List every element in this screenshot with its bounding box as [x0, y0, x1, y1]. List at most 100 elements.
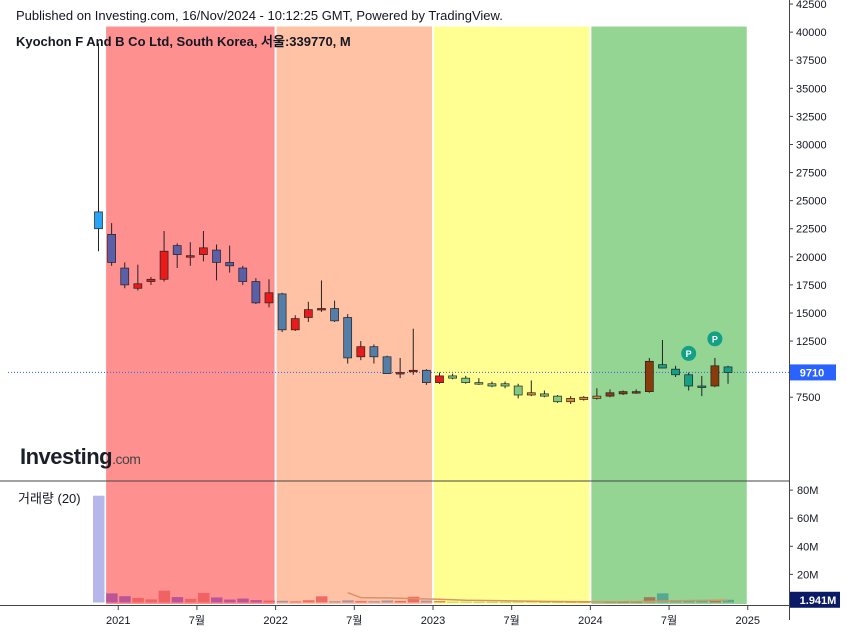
candle	[540, 390, 549, 398]
price-tick-label: 32500	[796, 111, 827, 123]
candle-body	[605, 392, 615, 397]
candle	[120, 262, 130, 289]
candle	[317, 280, 326, 312]
candle	[592, 388, 602, 400]
candle	[631, 389, 641, 394]
candle-body	[225, 262, 234, 267]
marker-circle	[707, 331, 723, 347]
volume-bar	[578, 602, 590, 604]
candle-body	[461, 377, 471, 383]
instrument-title: Kyochon F And B Co Ltd, South Korea, 서울:…	[16, 34, 351, 49]
price-tick-label: 22500	[796, 224, 827, 236]
candle-body	[513, 385, 523, 396]
last-price-badge	[790, 364, 836, 381]
candle-body	[133, 283, 143, 289]
candle-body	[120, 267, 130, 286]
candle	[238, 265, 248, 285]
candle-body	[487, 383, 497, 387]
candle	[185, 242, 195, 266]
price-tick-label: 30000	[796, 139, 827, 151]
marker-circle	[681, 345, 697, 361]
last-volume-badge-label: 1.941M	[800, 595, 837, 607]
marker-label: P	[712, 334, 718, 344]
candle-body	[723, 366, 733, 373]
candle	[697, 375, 707, 397]
volume-bar	[250, 600, 262, 603]
candle-body	[671, 368, 680, 376]
candle-body	[408, 369, 418, 373]
candle-body	[553, 395, 562, 403]
volume-bar	[158, 590, 171, 603]
volume-bar	[473, 601, 485, 603]
volume-tick-label: 80M	[797, 485, 818, 497]
candle-body	[566, 398, 575, 403]
candle	[723, 365, 733, 384]
candle-body	[107, 234, 116, 263]
candle-body	[474, 382, 484, 385]
logo-main: Investing	[20, 444, 113, 469]
candle-body	[185, 255, 195, 258]
volume-bar	[342, 600, 354, 603]
candle-body	[644, 360, 654, 392]
candle-body	[330, 308, 339, 322]
volume-bar	[683, 600, 695, 603]
volume-bar	[486, 601, 498, 603]
candle-body	[172, 245, 182, 255]
candle-body	[500, 383, 510, 387]
candle-body	[435, 375, 444, 383]
candle-body	[631, 391, 641, 394]
candle-body	[356, 346, 366, 358]
volume-bar	[276, 600, 289, 603]
candle	[487, 381, 497, 388]
candle	[330, 300, 339, 322]
candle	[408, 328, 418, 375]
candle	[435, 372, 444, 384]
candle-body	[592, 395, 602, 399]
candle-body	[212, 249, 221, 263]
volume-bar	[512, 601, 525, 603]
candle	[277, 292, 287, 333]
last-price-badge-label: 9710	[800, 367, 824, 379]
volume-bar	[145, 599, 157, 603]
candle	[448, 373, 457, 380]
candle	[290, 315, 300, 331]
candle	[146, 277, 156, 285]
candle	[618, 390, 628, 395]
volume-bar	[433, 601, 446, 603]
volume-bar	[709, 600, 721, 603]
candle	[172, 243, 182, 269]
volume-bars	[93, 495, 735, 604]
axes: 7500100001250015000175002000022500250002…	[106, 0, 840, 627]
volume-bar	[722, 599, 735, 603]
volume-bar	[381, 600, 394, 603]
candle	[671, 365, 680, 378]
volume-bar	[263, 600, 275, 603]
time-tick-label: 2021	[106, 615, 130, 627]
volume-bar	[315, 596, 328, 603]
marker-label: P	[686, 349, 692, 359]
volume-bar	[552, 601, 564, 603]
logo-suffix: .com	[112, 451, 141, 467]
candle-body	[251, 281, 261, 304]
price-tick-label: 40000	[796, 27, 827, 39]
candle	[251, 278, 261, 305]
event-marker: P	[681, 345, 697, 361]
candle	[500, 381, 510, 389]
time-tick-label: 7월	[661, 614, 677, 627]
candle	[710, 357, 720, 388]
volume-tick-label: 20M	[797, 569, 818, 581]
candle-body	[94, 211, 103, 230]
price-tick-label: 37500	[796, 55, 827, 67]
last-volume-badge	[790, 591, 840, 608]
candle	[107, 223, 116, 266]
candle	[474, 378, 484, 385]
volume-bar	[132, 597, 144, 603]
volume-bar	[355, 601, 367, 603]
volume-bar	[211, 597, 223, 603]
candle-body	[579, 396, 589, 400]
candle	[159, 230, 169, 282]
candle-body	[199, 247, 208, 255]
volume-bar	[643, 597, 656, 603]
volume-bar	[696, 600, 708, 603]
